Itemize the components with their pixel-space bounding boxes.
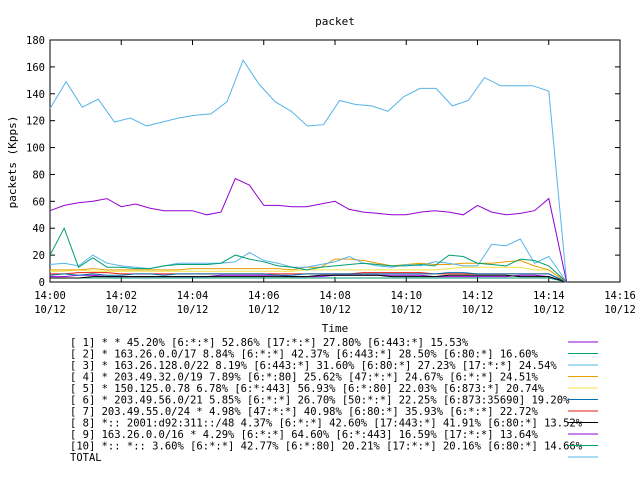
y-tick-label: 60 — [32, 196, 45, 208]
legend-label: [ 8] *:: 2001:d92:311::/48 4.37% [6:*:*]… — [70, 418, 583, 430]
y-tick-label: 100 — [26, 143, 45, 155]
x-tick-label-time: 14:14 — [533, 290, 565, 302]
y-tick-label: 80 — [32, 169, 45, 181]
y-tick-label: 20 — [32, 250, 45, 262]
x-tick-label-time: 14:06 — [248, 290, 280, 302]
legend-label: [ 6] * 203.49.56.0/21 5.85% [6:*:*] 26.7… — [70, 395, 570, 407]
legend-label: [ 3] * 163.26.128.0/22 8.19% [6:443:*] 3… — [70, 360, 557, 372]
y-tick-label: 180 — [26, 35, 45, 47]
legend-label: [ 9] 163.26.0.0/16 * 4.29% [6:*:*] 64.60… — [70, 429, 538, 441]
x-tick-label-time: 14:00 — [34, 290, 66, 302]
x-tick-label-time: 14:08 — [319, 290, 351, 302]
y-tick-label: 0 — [39, 277, 45, 289]
y-tick-label: 40 — [32, 223, 45, 235]
x-axis: 14:00 10/12 14:02 10/12 14:04 10/12 14:06 10/12… — [34, 40, 636, 316]
legend-label: [ 7] 203.49.55.0/24 * 4.98% [47:*:*] 40.… — [70, 406, 538, 418]
x-tick-label-date: 10/12 — [533, 304, 565, 316]
x-tick-label-date: 10/12 — [34, 304, 66, 316]
legend-label: [ 1] * * 45.20% [6:*:*] 52.86% [17:*:*] … — [70, 337, 469, 349]
y-tick-label: 160 — [26, 62, 45, 74]
series-line-11 — [49, 59, 568, 283]
legend-label: TOTAL — [70, 452, 102, 464]
plot-frame — [49, 39, 621, 283]
series-line-3 — [49, 238, 568, 283]
x-tick-label-time: 14:10 — [390, 290, 422, 302]
series-line-8 — [50, 274, 567, 283]
x-tick-label-date: 10/12 — [390, 304, 422, 316]
legend-label: [ 4] * 203.49.32.0/19 7.89% [6:*:80] 25.… — [70, 372, 538, 384]
series-line-2 — [49, 226, 567, 283]
series-line-6 — [49, 272, 567, 283]
legend-label: [10] *:: *:: 3.60% [6:*:*] 42.77% [6:*:8… — [70, 441, 583, 453]
x-tick-label-date: 10/12 — [248, 304, 280, 316]
x-tick-label-time: 14:02 — [105, 290, 137, 302]
x-tick-label-time: 14:16 — [604, 290, 636, 302]
x-tick-label-time: 14:04 — [177, 290, 209, 302]
x-tick-label-date: 10/12 — [319, 304, 351, 316]
x-axis-label: Time — [322, 322, 349, 335]
chart-title: packet — [315, 15, 355, 28]
series-group — [49, 59, 568, 283]
series-line-4 — [50, 258, 567, 283]
x-tick-label-date: 10/12 — [105, 304, 137, 316]
legend-label: [ 5] * 150.125.0.78 6.78% [6:*:443] 56.9… — [70, 383, 545, 395]
x-tick-label-date: 10/12 — [462, 304, 494, 316]
x-tick-label-time: 14:12 — [462, 290, 494, 302]
x-tick-label-date: 10/12 — [604, 304, 636, 316]
legend-label: [ 2] * 163.26.0.0/17 8.84% [6:*:*] 42.37… — [70, 349, 538, 361]
legend: [ 1] * * 45.20% [6:*:*] 52.86% [17:*:*] … — [70, 337, 598, 464]
y-axis: 0 20 40 60 80 100 120 140 160 180 — [26, 35, 620, 289]
series-line-1 — [49, 177, 568, 283]
y-axis-label: packets (Kpps) — [6, 116, 19, 209]
series-line-10 — [50, 277, 567, 283]
x-tick-label-date: 10/12 — [177, 304, 209, 316]
y-tick-label: 120 — [26, 116, 45, 128]
y-tick-label: 140 — [26, 89, 45, 101]
